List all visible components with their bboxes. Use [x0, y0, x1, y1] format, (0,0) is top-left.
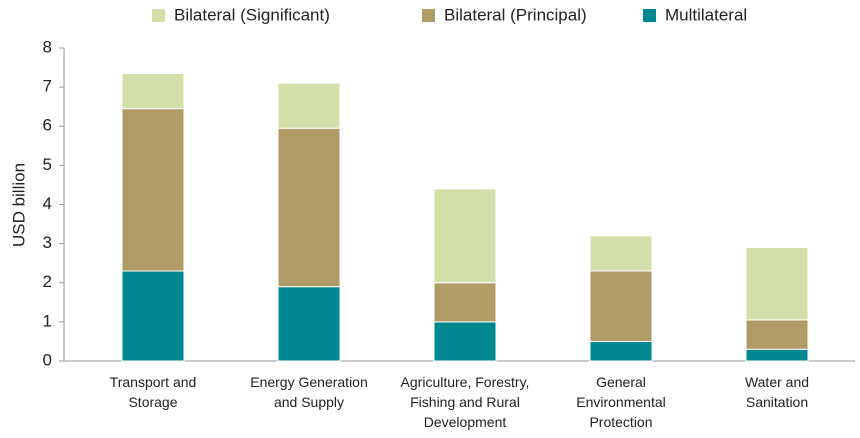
y-tick-label: 8 — [43, 37, 52, 56]
y-tick-label: 0 — [43, 350, 52, 369]
bar-segment — [589, 270, 653, 342]
bar-segment — [745, 247, 809, 321]
y-tick-label: 1 — [43, 311, 52, 330]
bar-segment — [121, 270, 185, 362]
bar-segment — [277, 127, 341, 288]
bar-segment — [433, 188, 497, 284]
y-tick-label: 3 — [43, 233, 52, 252]
bar-segment — [121, 72, 185, 110]
legend-swatch — [422, 9, 435, 22]
bar-segment — [433, 282, 497, 323]
y-tick-label: 4 — [43, 194, 52, 213]
legend-swatch — [643, 9, 656, 22]
bar-segment — [277, 82, 341, 129]
y-axis-label: USD billion — [9, 163, 28, 247]
legend-swatch — [152, 9, 165, 22]
bar-segment — [589, 340, 653, 362]
y-tick-label: 6 — [43, 116, 52, 135]
bar-segment — [433, 321, 497, 362]
x-tick-label: Agriculture, Forestry, Fishing and Rural… — [400, 374, 530, 430]
bar-segment — [277, 286, 341, 362]
legend-label: Multilateral — [665, 5, 747, 24]
legend-label: Bilateral (Principal) — [444, 5, 587, 24]
bar-segment — [121, 108, 185, 272]
bar-segment — [589, 235, 653, 272]
y-tick-label: 2 — [43, 272, 52, 291]
x-tick-label: Transport and Storage — [109, 374, 197, 410]
y-tick-label: 5 — [43, 155, 52, 174]
x-tick-label: General Environmental Protection — [576, 374, 666, 430]
x-tick-label: Water and Sanitation — [744, 374, 810, 410]
y-tick-label: 7 — [43, 77, 52, 96]
bar-segment — [745, 319, 809, 350]
x-tick-label: Energy Generation and Supply — [250, 374, 368, 410]
bar-segment — [745, 348, 809, 362]
legend-label: Bilateral (Significant) — [174, 5, 330, 24]
